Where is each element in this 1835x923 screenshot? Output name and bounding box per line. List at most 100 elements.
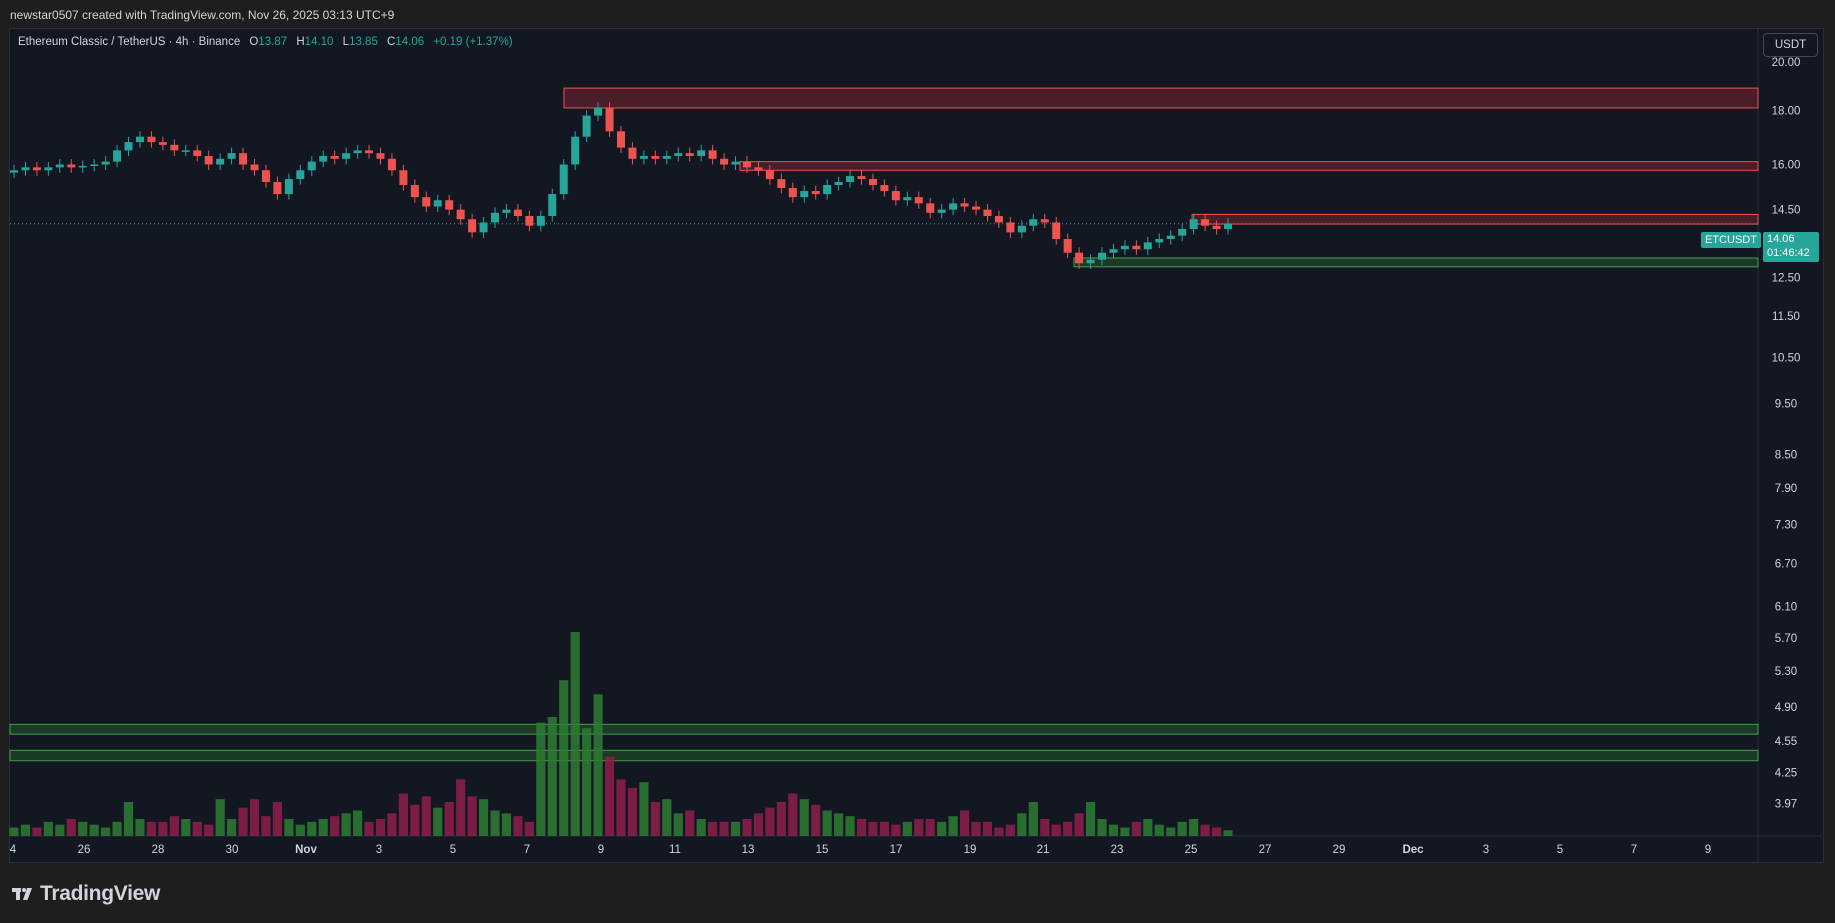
attribution-text: newstar0507 created with TradingView.com…	[10, 8, 395, 22]
candle-body	[239, 153, 248, 165]
candle-body	[708, 150, 717, 159]
candle-body	[468, 219, 477, 233]
candle-body	[158, 142, 167, 145]
candle-body	[32, 167, 41, 171]
volume-bar	[398, 793, 408, 836]
candle-body	[731, 161, 740, 165]
volume-bar	[32, 827, 42, 836]
support-zone	[9, 749, 1759, 762]
volume-bar	[478, 799, 489, 836]
candle-body	[605, 107, 614, 132]
volume-bar	[78, 821, 88, 836]
volume-bar	[925, 819, 935, 836]
candle-body	[1120, 245, 1129, 250]
time-tick-label: 29	[1333, 844, 1346, 856]
volume-bar	[650, 802, 660, 836]
volume-bar	[307, 821, 317, 836]
time-tick-label: 30	[226, 844, 239, 856]
volume-bar	[570, 632, 580, 836]
volume-bar	[742, 819, 752, 836]
price-tick-label: 16.00	[1772, 159, 1801, 171]
candle-body	[479, 222, 488, 233]
candle-body	[697, 150, 706, 156]
volume-bar	[834, 813, 844, 836]
time-tick-label: 21	[1037, 844, 1050, 856]
candle-body	[846, 176, 855, 183]
time-tick-label: 5	[450, 844, 456, 856]
time-tick-label: 26	[78, 844, 91, 856]
candle-body	[216, 158, 225, 165]
volume-bar	[960, 810, 970, 836]
price-tick-label: 4.25	[1775, 767, 1797, 779]
volume-bar	[1189, 819, 1199, 836]
volume-bar	[501, 813, 512, 836]
volume-bar	[204, 824, 214, 836]
price-tick-label: 4.90	[1775, 702, 1797, 714]
volume-bar	[1223, 830, 1233, 836]
price-tick-label: 6.10	[1775, 602, 1797, 614]
candle-body	[1075, 252, 1084, 264]
volume-bar	[582, 728, 592, 836]
close-label: C	[387, 36, 396, 48]
volume-bar	[1005, 824, 1015, 836]
currency-button[interactable]: USDT	[1763, 33, 1818, 57]
brand-name: TradingView	[40, 882, 161, 905]
volume-bar	[55, 824, 65, 836]
volume-bar	[559, 680, 569, 836]
candle-body	[674, 153, 683, 156]
candle-body	[181, 150, 190, 152]
candle-body	[387, 158, 396, 171]
volume-bar	[192, 821, 202, 836]
candle-body	[1109, 249, 1118, 253]
volume-bar	[524, 821, 534, 836]
time-tick-label: 28	[152, 844, 165, 856]
price-tag-box: 14.06 01:46:42	[1762, 232, 1819, 262]
volume-bar	[776, 802, 786, 836]
volume-bar	[994, 827, 1004, 836]
volume-bar	[421, 796, 431, 836]
candle-body	[972, 206, 981, 210]
time-tick-label: 27	[1259, 844, 1272, 856]
volume-bar	[616, 779, 626, 836]
time-tick-label: Dec	[1402, 844, 1424, 856]
price-tick-label: 20.00	[1772, 57, 1801, 69]
candle-body	[628, 147, 637, 159]
volume-bar	[112, 821, 122, 836]
volume-bar	[261, 816, 271, 836]
volume-bar	[627, 787, 638, 836]
volume-bar	[284, 819, 294, 836]
candle-body	[594, 107, 603, 116]
volume-bar	[89, 824, 99, 836]
time-tick-label: 7	[524, 844, 530, 856]
candle-body	[1212, 225, 1221, 230]
volume-bar	[730, 821, 741, 836]
candle-body	[1201, 219, 1210, 226]
candle-body	[330, 155, 339, 159]
volume-bar	[1131, 821, 1141, 836]
candle-body	[754, 167, 763, 171]
candle-body	[147, 136, 156, 143]
price-tick-label: 9.50	[1775, 399, 1797, 411]
volume-bar	[753, 813, 764, 836]
volume-bar	[799, 799, 809, 836]
price-tick-label: 14.50	[1772, 205, 1801, 217]
volume-bar	[456, 779, 466, 836]
candle-body	[491, 212, 500, 223]
time-tick-label: 19	[964, 844, 977, 856]
volume-bar	[295, 824, 305, 836]
candle-body	[1189, 219, 1198, 230]
volume-bar	[1063, 821, 1073, 836]
volume-bar	[593, 694, 603, 836]
candle-body	[78, 165, 87, 168]
candle-body	[422, 197, 431, 207]
volume-bar	[948, 816, 958, 836]
volume-bar	[1085, 802, 1096, 836]
volume-bar	[181, 819, 191, 836]
candle-body	[548, 194, 557, 217]
volume-bar	[811, 804, 821, 836]
candle-body	[662, 155, 671, 159]
price-tick-label: 11.50	[1772, 311, 1800, 323]
candle-body	[124, 142, 133, 151]
candle-body	[456, 209, 465, 220]
